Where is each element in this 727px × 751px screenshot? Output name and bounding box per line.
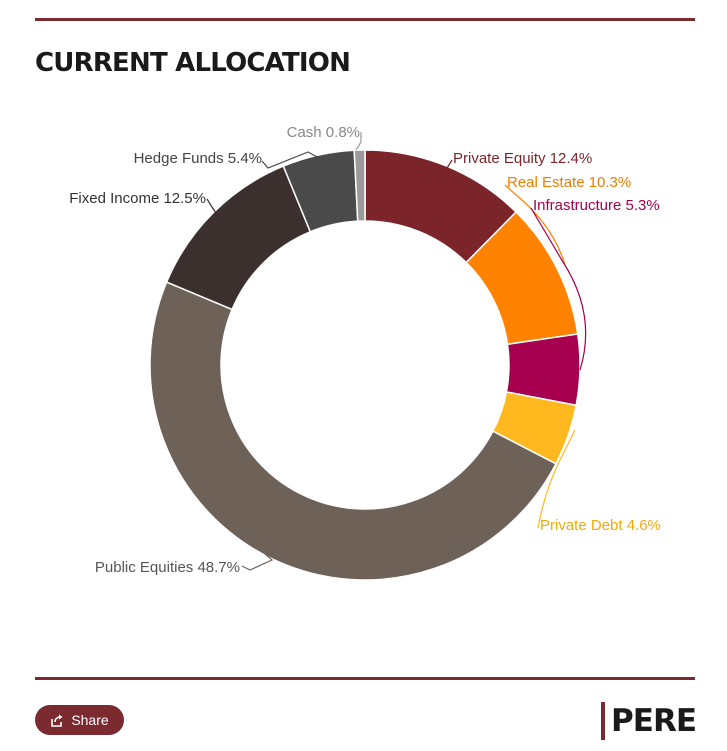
label-real-estate: Real Estate 10.3% bbox=[507, 174, 631, 191]
donut-slices bbox=[149, 149, 581, 581]
leader-real-estate bbox=[504, 184, 566, 266]
label-public-equities: Public Equities 48.7% bbox=[95, 559, 240, 576]
share-icon bbox=[51, 714, 63, 727]
slice-labels: Private Equity 12.4% Real Estate 10.3% Inf… bbox=[69, 124, 661, 576]
label-fixed-income: Fixed Income 12.5% bbox=[69, 190, 206, 207]
share-label: Share bbox=[71, 712, 109, 728]
slice-cash[interactable] bbox=[353, 149, 366, 222]
bottom-rule bbox=[35, 677, 695, 680]
leader-cash bbox=[355, 132, 362, 151]
logo-text: PERE bbox=[611, 703, 697, 739]
leader-infrastructure bbox=[530, 207, 587, 371]
leader-hedge-funds bbox=[261, 151, 320, 169]
pere-logo[interactable]: PERE bbox=[601, 702, 697, 740]
slice-public-equities[interactable] bbox=[149, 281, 557, 581]
label-infrastructure: Infrastructure 5.3% bbox=[533, 197, 660, 214]
leader-private-equity bbox=[446, 159, 453, 169]
chart-title: CURRENT ALLOCATION bbox=[35, 48, 351, 78]
leader-private-debt bbox=[537, 429, 576, 529]
label-cash: Cash 0.8% bbox=[287, 124, 360, 141]
label-hedge-funds: Hedge Funds 5.4% bbox=[134, 150, 262, 167]
label-private-equity: Private Equity 12.4% bbox=[453, 150, 592, 167]
top-rule bbox=[35, 18, 695, 21]
logo-bar bbox=[601, 702, 606, 740]
leader-fixed-income bbox=[206, 198, 217, 214]
leader-public-equities bbox=[241, 552, 274, 571]
label-private-debt: Private Debt 4.6% bbox=[540, 517, 661, 534]
share-button[interactable]: Share bbox=[35, 705, 124, 735]
label-leaders bbox=[206, 132, 587, 571]
slice-fixed-income[interactable] bbox=[165, 165, 312, 311]
donut-chart: Private Equity 12.4% Real Estate 10.3% Inf… bbox=[69, 124, 661, 581]
